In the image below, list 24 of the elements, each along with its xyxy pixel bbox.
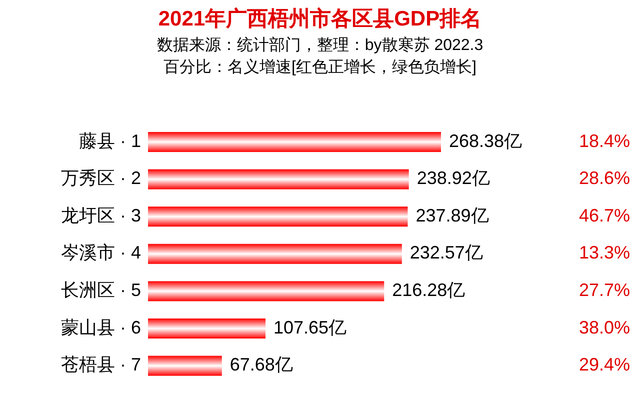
annotation: 38.0% bbox=[578, 317, 630, 338]
category: 蒙山县 · 6 bbox=[60, 317, 141, 338]
category: 苍梧县 · 7 bbox=[60, 354, 141, 375]
value-label: 216.28亿 bbox=[392, 280, 466, 300]
value-label: 232.57亿 bbox=[410, 242, 483, 263]
category: 藤县 · 1 bbox=[78, 130, 141, 151]
annotation: 13.3% bbox=[578, 242, 630, 263]
subtitle: 数据来源：统计部门，整理：by散寒苏 2022.3 bbox=[156, 37, 484, 54]
annotation: 27.7% bbox=[578, 280, 630, 300]
category: 万秀区 · 2 bbox=[60, 168, 141, 188]
value-label: 107.65亿 bbox=[274, 317, 347, 338]
category: 龙圩区 · 3 bbox=[60, 205, 141, 226]
title: 2021年广西梧州市各区县GDP排名 bbox=[158, 8, 482, 31]
category: 岑溪市 · 4 bbox=[60, 242, 141, 263]
annotation: 28.6% bbox=[578, 168, 630, 188]
annotation: 百分比：名义增速[红色正增长，绿色负增长] bbox=[164, 59, 476, 76]
value-label: 238.92亿 bbox=[416, 168, 490, 188]
category: 长洲区 · 5 bbox=[60, 280, 141, 300]
annotation: 46.7% bbox=[578, 205, 630, 226]
annotation: 29.4% bbox=[578, 354, 630, 375]
value-label: 67.68亿 bbox=[230, 354, 293, 375]
value-label: 268.38亿 bbox=[449, 130, 522, 151]
value-label: 237.89亿 bbox=[416, 205, 489, 226]
annotation: 18.4% bbox=[578, 130, 630, 151]
